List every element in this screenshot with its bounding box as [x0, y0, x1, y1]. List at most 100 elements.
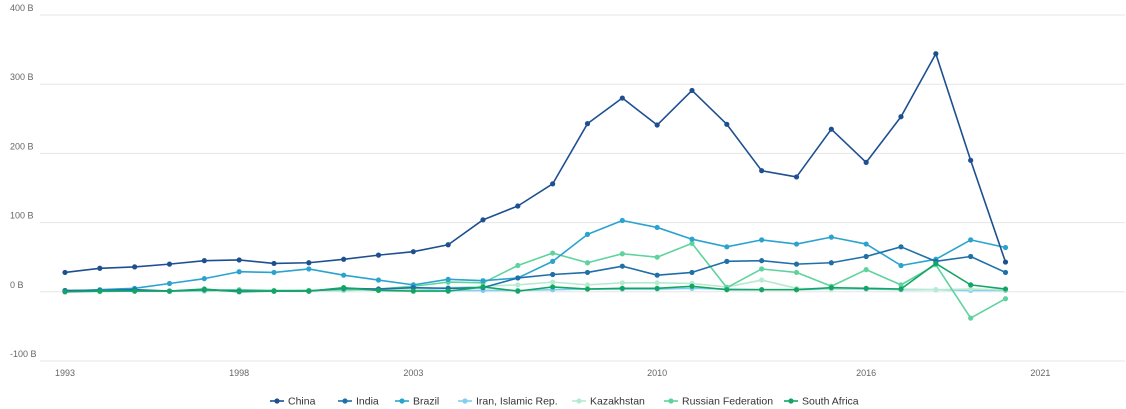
legend-marker: [274, 398, 280, 404]
data-point: [828, 260, 834, 266]
data-point: [724, 287, 730, 293]
data-point: [584, 121, 591, 127]
data-point: [863, 267, 869, 273]
data-point: [445, 276, 451, 282]
x-axis-ticks: 1993 1998 2003 2010 2016 2021: [55, 368, 1050, 378]
series-brazil: [62, 217, 1009, 294]
legend-label: Iran, Islamic Rep.: [476, 396, 558, 408]
legend-label: China: [288, 396, 316, 408]
data-point: [968, 237, 974, 243]
data-point: [968, 282, 974, 288]
data-point: [793, 174, 800, 180]
series-south-africa: [62, 260, 1009, 295]
legend-item-brazil[interactable]: Brazil: [395, 396, 439, 408]
data-point: [550, 250, 556, 256]
data-point: [306, 266, 312, 272]
data-point: [445, 288, 451, 294]
data-point: [584, 282, 591, 288]
series-lines: [62, 51, 1009, 321]
data-point: [236, 269, 242, 275]
legend-label: Russian Federation: [682, 396, 773, 408]
data-point: [341, 256, 347, 262]
series-line: [64, 52, 1007, 274]
data-point: [828, 126, 834, 132]
data-point: [793, 287, 800, 293]
data-point: [689, 87, 695, 94]
data-point: [828, 234, 834, 240]
data-point: [968, 253, 974, 260]
legend-item-south-africa[interactable]: South Africa: [784, 396, 859, 408]
data-point: [619, 280, 625, 286]
data-point: [689, 236, 695, 242]
data-point: [166, 280, 173, 287]
data-point: [689, 240, 695, 246]
data-point: [375, 252, 382, 258]
data-point: [863, 253, 869, 260]
data-point: [793, 261, 800, 267]
legend-label: Brazil: [413, 396, 439, 408]
legend-item-kazakhstan[interactable]: Kazakhstan: [572, 396, 645, 408]
data-point: [515, 203, 521, 209]
data-point: [166, 261, 173, 267]
data-point: [898, 286, 904, 292]
data-point: [619, 263, 625, 269]
data-point: [793, 241, 800, 247]
data-point: [515, 282, 521, 288]
data-point: [863, 159, 869, 165]
legend-marker: [668, 398, 674, 404]
data-point: [828, 285, 834, 291]
data-point: [1002, 296, 1009, 302]
data-point: [584, 260, 591, 266]
legend-item-india[interactable]: India: [338, 396, 379, 408]
data-point: [759, 237, 765, 243]
data-point: [968, 286, 974, 292]
data-point: [62, 269, 68, 276]
data-point: [898, 244, 904, 250]
data-point: [1002, 286, 1009, 292]
data-point: [550, 279, 556, 285]
data-point: [968, 157, 974, 163]
y-tick-label: 400 B: [10, 3, 34, 13]
x-tick-label: 2016: [856, 368, 876, 378]
data-point: [1002, 244, 1009, 251]
data-point: [654, 254, 660, 260]
legend-marker: [788, 398, 794, 404]
data-point: [759, 258, 765, 264]
data-point: [759, 168, 765, 174]
y-tick-label: 100 B: [10, 211, 34, 221]
data-point: [166, 288, 173, 294]
data-point: [410, 288, 416, 294]
data-point: [584, 231, 591, 237]
data-point: [933, 260, 939, 267]
data-point: [689, 283, 695, 289]
legend-marker: [399, 398, 405, 404]
data-point: [550, 284, 556, 290]
gridlines: [40, 14, 1125, 362]
y-tick-label: 0 B: [10, 280, 24, 290]
series-line: [64, 219, 1006, 292]
data-point: [132, 288, 138, 294]
data-point: [306, 260, 312, 266]
x-tick-label: 1998: [229, 368, 249, 378]
legend-item-iran-islamic-rep[interactable]: Iran, Islamic Rep.: [458, 396, 558, 408]
data-point: [863, 241, 869, 247]
data-point: [654, 280, 660, 286]
data-point: [236, 257, 242, 263]
data-point: [515, 288, 521, 294]
data-point: [550, 271, 556, 278]
data-point: [97, 265, 103, 271]
legend-label: India: [356, 396, 379, 408]
legend-marker: [576, 398, 582, 404]
legend-marker: [342, 398, 348, 404]
legend-item-china[interactable]: China: [270, 396, 316, 408]
legend-item-russian-federation[interactable]: Russian Federation: [664, 396, 773, 408]
data-point: [654, 285, 660, 291]
data-point: [619, 285, 625, 291]
data-point: [619, 217, 625, 224]
data-point: [898, 114, 904, 120]
data-point: [933, 51, 939, 57]
data-point: [97, 288, 103, 294]
series-line: [65, 242, 1006, 319]
legend-label: Kazakhstan: [590, 396, 645, 408]
